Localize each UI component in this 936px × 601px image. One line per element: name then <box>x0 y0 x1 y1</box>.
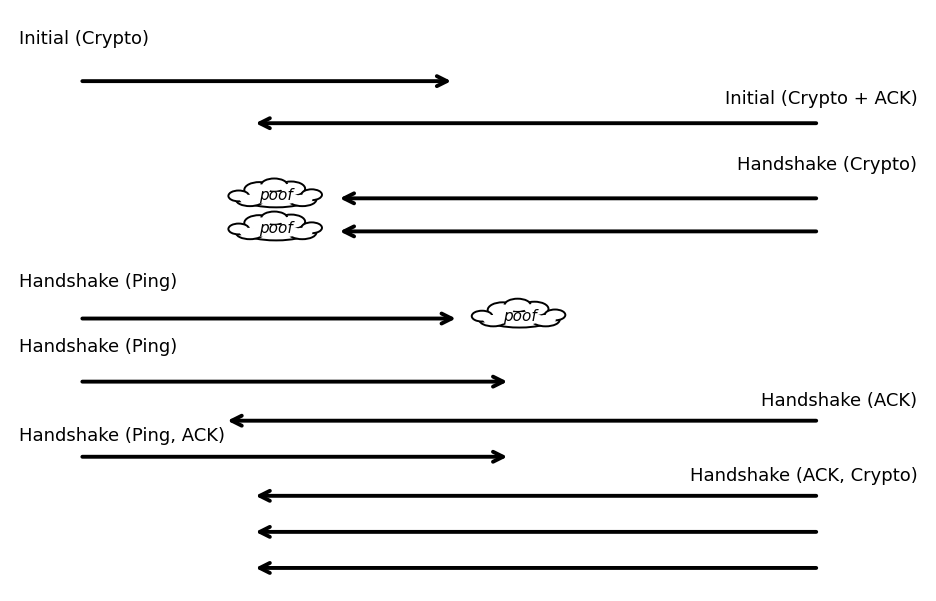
Ellipse shape <box>532 313 560 326</box>
Ellipse shape <box>505 299 531 312</box>
Ellipse shape <box>277 182 305 196</box>
Ellipse shape <box>292 228 313 237</box>
Ellipse shape <box>248 185 271 195</box>
Ellipse shape <box>548 311 563 319</box>
Ellipse shape <box>265 180 284 190</box>
Ellipse shape <box>292 195 313 204</box>
Ellipse shape <box>242 189 310 207</box>
Ellipse shape <box>486 310 553 328</box>
Ellipse shape <box>488 302 518 318</box>
Ellipse shape <box>301 189 322 200</box>
Text: Handshake (Ping): Handshake (Ping) <box>19 338 177 356</box>
Text: poof: poof <box>259 189 293 203</box>
Ellipse shape <box>288 226 316 239</box>
Ellipse shape <box>244 182 274 198</box>
Ellipse shape <box>236 226 264 239</box>
Text: poof: poof <box>503 309 536 323</box>
Ellipse shape <box>244 215 274 231</box>
Ellipse shape <box>277 215 305 229</box>
Ellipse shape <box>236 193 264 206</box>
Ellipse shape <box>242 222 310 240</box>
Ellipse shape <box>261 212 287 225</box>
Text: Initial (Crypto + ACK): Initial (Crypto + ACK) <box>724 90 917 108</box>
Text: Handshake (Crypto): Handshake (Crypto) <box>738 156 917 174</box>
Ellipse shape <box>508 300 527 310</box>
Ellipse shape <box>228 191 249 201</box>
Ellipse shape <box>524 304 545 314</box>
Ellipse shape <box>491 305 514 316</box>
Ellipse shape <box>281 216 301 227</box>
Ellipse shape <box>252 225 300 238</box>
Text: Handshake (ACK, Crypto): Handshake (ACK, Crypto) <box>690 467 917 485</box>
Ellipse shape <box>301 222 322 233</box>
Text: Handshake (Ping): Handshake (Ping) <box>19 273 177 291</box>
Ellipse shape <box>483 315 504 325</box>
Ellipse shape <box>248 218 271 228</box>
Ellipse shape <box>475 313 490 320</box>
Ellipse shape <box>304 191 319 198</box>
Ellipse shape <box>495 312 544 325</box>
Ellipse shape <box>535 315 556 325</box>
Text: Initial (Crypto): Initial (Crypto) <box>19 30 149 48</box>
Ellipse shape <box>240 228 260 237</box>
Ellipse shape <box>545 310 565 320</box>
Ellipse shape <box>265 213 284 223</box>
Ellipse shape <box>520 302 548 316</box>
Ellipse shape <box>472 311 492 322</box>
Ellipse shape <box>231 225 246 233</box>
Ellipse shape <box>288 193 316 206</box>
Text: Handshake (Ping, ACK): Handshake (Ping, ACK) <box>19 427 225 445</box>
Text: Handshake (ACK): Handshake (ACK) <box>761 392 917 410</box>
Ellipse shape <box>261 178 287 192</box>
Ellipse shape <box>304 224 319 231</box>
Ellipse shape <box>252 192 300 205</box>
Ellipse shape <box>479 313 507 326</box>
Ellipse shape <box>240 195 260 204</box>
Ellipse shape <box>281 183 301 194</box>
Ellipse shape <box>231 192 246 200</box>
Text: poof: poof <box>259 222 293 236</box>
Ellipse shape <box>228 224 249 234</box>
